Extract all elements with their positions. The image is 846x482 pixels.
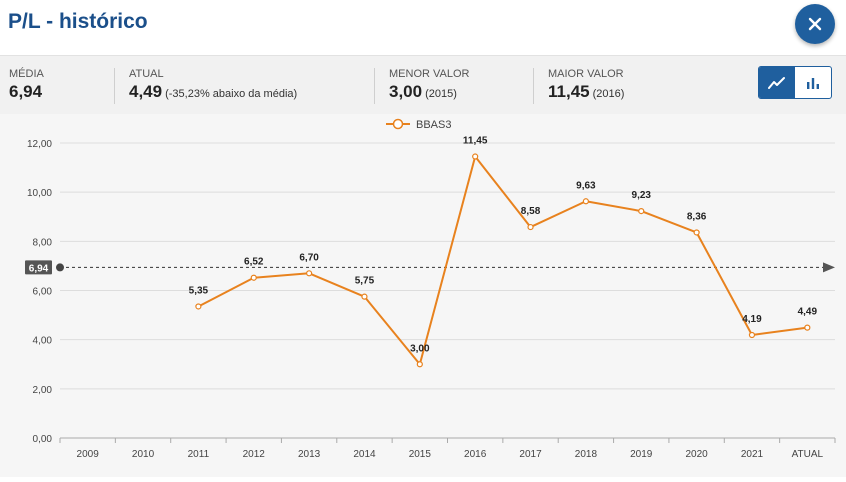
average-arrowhead [823,262,835,273]
series-line [197,155,808,366]
chart-grid [60,142,835,439]
line-chart-button[interactable] [759,67,795,98]
data-label: 6,70 [299,252,319,263]
data-label: 9,63 [576,180,596,191]
data-label: 6,52 [244,257,264,268]
stat-atual-label: ATUAL [129,68,164,80]
x-tick-label: 2016 [464,449,487,460]
stat-maior: MAIOR VALOR 11,45 (2016) [548,68,624,102]
data-point [582,198,589,205]
stat-atual-note: (-35,23% abaixo da média) [165,88,298,100]
data-point [195,303,202,310]
stat-maior-value: 11,45 [548,82,590,101]
x-tick-label: 2020 [685,449,708,460]
x-tick-label: 2017 [519,449,542,460]
stat-atual-value: 4,49 [129,82,163,101]
x-tick-label: 2014 [353,449,376,460]
y-tick-label: 10,00 [27,188,52,199]
x-tick-label: 2010 [132,449,155,460]
average-badge [25,260,52,275]
data-point [361,293,368,300]
data-point [306,270,313,277]
x-tick-label: 2013 [298,449,321,460]
data-point [693,229,700,236]
x-tick-label: 2021 [741,449,764,460]
data-point [804,324,811,331]
close-icon [808,17,822,31]
data-point [472,153,479,160]
data-label: 5,75 [355,276,375,287]
stat-menor-row: 3,00 (2015) [389,82,469,102]
data-label: 4,19 [742,314,762,325]
stat-maior-note: (2016) [592,88,625,100]
stat-menor-note: (2015) [425,88,457,100]
data-label: 8,36 [687,211,707,222]
divider [533,68,534,104]
stat-menor-label: MENOR VALOR [389,68,470,80]
legend-label: BBAS3 [416,119,451,131]
stat-media-label: MÉDIA [9,68,44,80]
series-bbas3: 5,35 6,52 6,70 5,75 3,00 11,45 8,58 9,63 9,23 8,3… [189,136,818,368]
data-label: 4,49 [798,307,818,318]
data-label: 3,00 [410,343,430,354]
y-tick-label: 8,00 [33,237,53,248]
data-point [250,274,257,281]
y-tick-label: 12,00 [27,139,52,150]
average-line: 6,94 [25,260,835,275]
data-point [748,331,756,339]
data-label: 8,58 [521,206,541,217]
x-axis: 2009 2010 2011 2012 2013 2014 2015 2016 2017 2018… [59,438,836,460]
stat-atual: ATUAL 4,49 (-35,23% abaixo da média) [129,68,297,102]
divider [114,68,115,104]
y-tick-label: 2,00 [33,385,53,396]
x-tick-label: 2018 [575,449,598,460]
stat-menor-value: 3,00 [389,82,423,101]
bar-chart-icon [807,77,819,89]
y-tick-label: 6,00 [33,287,53,298]
stat-menor: MENOR VALOR 3,00 (2015) [389,68,469,102]
chart-type-toggle [758,66,832,99]
y-tick-label: 0,00 [33,434,53,445]
stats-bar: MÉDIA 6,94 ATUAL 4,49 (-35,23% abaixo da … [0,55,846,115]
chart-legend: BBAS3 [386,118,451,131]
line-chart-icon [768,76,785,89]
data-label: 5,35 [189,285,209,296]
x-tick-label: ATUAL [792,449,824,460]
x-tick-label: 2011 [188,449,210,460]
data-point [638,207,645,215]
x-tick-label: 2019 [630,449,653,460]
x-tick-label: 2015 [409,449,432,460]
stat-maior-label: MAIOR VALOR [548,68,624,80]
page-title: P/L - histórico [8,10,148,33]
chart-area: 0,00 2,00 4,00 6,00 8,00 10,00 12,00 2009 2010 2… [0,114,846,477]
stat-media: MÉDIA 6,94 [9,68,44,102]
data-point [416,361,423,368]
data-label: 11,45 [463,136,488,147]
stat-maior-row: 11,45 (2016) [548,82,624,102]
data-label: 9,23 [632,190,652,201]
close-button[interactable] [795,4,835,44]
average-marker [56,263,64,272]
legend-marker [392,118,404,130]
y-tick-label: 4,00 [33,336,53,347]
divider [374,68,375,104]
average-badge-label: 6,94 [29,263,49,274]
x-tick-label: 2009 [77,449,100,460]
stat-media-value: 6,94 [9,82,43,101]
bar-chart-button[interactable] [795,67,831,98]
stat-atual-row: 4,49 (-35,23% abaixo da média) [129,82,297,102]
x-tick-label: 2012 [243,449,266,460]
data-point [527,223,534,231]
y-axis: 0,00 2,00 4,00 6,00 8,00 10,00 12,00 [27,139,52,445]
